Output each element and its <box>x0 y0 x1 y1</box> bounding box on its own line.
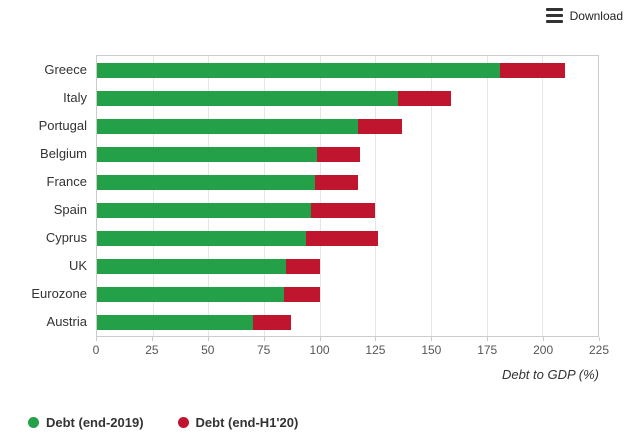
bar-segment-end-h120[interactable] <box>500 62 565 78</box>
category-label: UK <box>68 257 87 273</box>
bar-row <box>97 252 598 280</box>
bar-segment-end-h120[interactable] <box>252 314 291 330</box>
x-tick-label: 25 <box>145 343 159 357</box>
gridline <box>264 56 265 336</box>
legend-item[interactable]: Debt (end-2019) <box>28 415 144 430</box>
category-label: Eurozone <box>31 285 87 301</box>
legend-label: Debt (end-H1'20) <box>195 415 299 430</box>
x-tick-label: 100 <box>309 343 330 357</box>
bar-row <box>97 168 598 196</box>
download-menu-button[interactable]: Download <box>545 8 623 23</box>
x-tick-label: 50 <box>201 343 215 357</box>
legend-marker-icon <box>177 417 189 428</box>
bar-segment-end-2019[interactable] <box>97 202 311 218</box>
legend-marker-icon <box>28 417 39 428</box>
x-tick-label: 125 <box>365 343 386 357</box>
x-tick-mark <box>207 337 209 341</box>
x-tick-label: 175 <box>477 343 498 357</box>
bar-row <box>97 196 598 224</box>
y-axis-labels: Greece Italy Portugal Belgium France Spain Cyp… <box>0 55 96 337</box>
x-tick-mark <box>543 337 545 341</box>
legend: Debt (end-2019) Debt (end-H1'20) <box>28 415 298 430</box>
legend-label: Debt (end-2019) <box>46 415 144 430</box>
category-label: Italy <box>63 89 87 105</box>
gridline <box>486 56 488 336</box>
bar-row <box>97 280 598 308</box>
bar-segment-end-h120[interactable] <box>284 286 320 302</box>
bar-segment-end-2019[interactable] <box>97 62 501 78</box>
bar-segment-end-h120[interactable] <box>315 174 358 190</box>
category-label: Greece <box>44 61 87 77</box>
legend-item[interactable]: Debt (end-H1'20) <box>177 415 299 430</box>
bar-segment-end-h120[interactable] <box>306 230 378 246</box>
x-axis: 0 25 50 75 100 125 150 175 200 225 <box>92 337 609 359</box>
gridline <box>375 56 377 336</box>
bar-segment-end-h120[interactable] <box>286 258 320 274</box>
x-tick-mark <box>375 337 377 341</box>
category-label: Cyprus <box>45 229 87 245</box>
x-axis-title: Debt to GDP (%) <box>501 367 599 382</box>
x-tick-label: 225 <box>588 343 610 357</box>
x-tick-mark <box>599 337 600 341</box>
bar-segment-end-2019[interactable] <box>97 90 398 106</box>
x-tick-mark <box>487 337 489 341</box>
gridline <box>152 56 154 336</box>
x-tick-label: 200 <box>533 343 554 357</box>
x-tick-mark <box>96 337 97 341</box>
bar-chart: Greece Italy Portugal Belgium France Spain Cyp… <box>0 55 631 382</box>
gridline <box>208 56 210 336</box>
x-tick-label: 0 <box>92 343 100 357</box>
bar-row <box>97 308 598 336</box>
bar-segment-end-h120[interactable] <box>357 118 403 134</box>
bar-segment-end-2019[interactable] <box>97 258 287 274</box>
bar-row <box>97 84 598 112</box>
bar-row <box>97 224 598 252</box>
category-label: Portugal <box>38 117 87 133</box>
bar-segment-end-h120[interactable] <box>397 90 452 106</box>
category-label: Spain <box>53 201 87 217</box>
bar-segment-end-2019[interactable] <box>97 146 318 162</box>
x-tick-mark <box>151 337 153 341</box>
category-label: Belgium <box>40 145 87 161</box>
gridline <box>319 56 321 336</box>
bar-segment-end-h120[interactable] <box>310 202 376 218</box>
bar-segment-end-2019[interactable] <box>97 286 285 302</box>
x-tick-mark <box>431 337 433 341</box>
category-label: France <box>46 173 87 189</box>
x-tick-label: 75 <box>256 343 271 357</box>
bar-row <box>97 56 598 84</box>
x-tick-label: 150 <box>421 343 442 357</box>
gridline <box>542 56 544 336</box>
x-tick-mark <box>319 337 321 341</box>
bar-segment-end-2019[interactable] <box>97 230 307 246</box>
x-tick-mark <box>263 337 265 341</box>
bar-row <box>97 112 598 140</box>
bars-layer <box>97 56 598 336</box>
gridline <box>431 56 432 336</box>
category-label: Austria <box>46 313 87 329</box>
bar-segment-end-h120[interactable] <box>317 146 360 162</box>
bar-row <box>97 140 598 168</box>
bar-segment-end-2019[interactable] <box>97 118 358 134</box>
bar-segment-end-2019[interactable] <box>97 314 253 330</box>
plot-area <box>96 55 599 337</box>
bar-segment-end-2019[interactable] <box>97 174 316 190</box>
download-label: Download <box>569 8 623 23</box>
hamburger-menu-icon <box>545 8 563 23</box>
